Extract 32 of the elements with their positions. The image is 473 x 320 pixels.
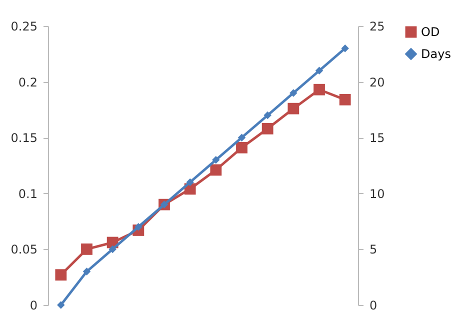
point — [315, 66, 324, 75]
point — [288, 102, 300, 114]
y2-tick-label: 20 — [370, 75, 385, 90]
point — [186, 178, 194, 186]
point — [108, 245, 116, 254]
legend-label: Days — [421, 47, 451, 61]
y2-tick-label: 5 — [370, 242, 378, 257]
point — [238, 134, 246, 142]
point — [212, 156, 220, 164]
y2-tick-label: 10 — [370, 186, 385, 201]
y-tick-label: 0.15 — [10, 131, 38, 146]
y-tick-label: 0 — [30, 298, 38, 312]
y2-tick-label: 15 — [370, 131, 385, 146]
point — [341, 44, 349, 52]
y2-tick-label: 0 — [370, 298, 378, 312]
legend-label: OD — [421, 25, 440, 39]
point — [55, 269, 67, 281]
y2-tick-label: 25 — [370, 20, 385, 34]
point — [290, 89, 298, 97]
point — [314, 84, 325, 96]
point — [262, 122, 274, 134]
point — [81, 244, 92, 255]
point — [264, 111, 272, 120]
y-tick-label: 0.1 — [18, 186, 38, 201]
point — [339, 94, 351, 106]
y-tick-label: 0.2 — [18, 75, 38, 90]
point — [82, 268, 91, 276]
point — [236, 142, 248, 154]
point — [57, 301, 65, 309]
point — [210, 164, 222, 176]
y-tick-label: 0.05 — [10, 242, 38, 257]
y-tick-label: 0.25 — [10, 20, 38, 34]
